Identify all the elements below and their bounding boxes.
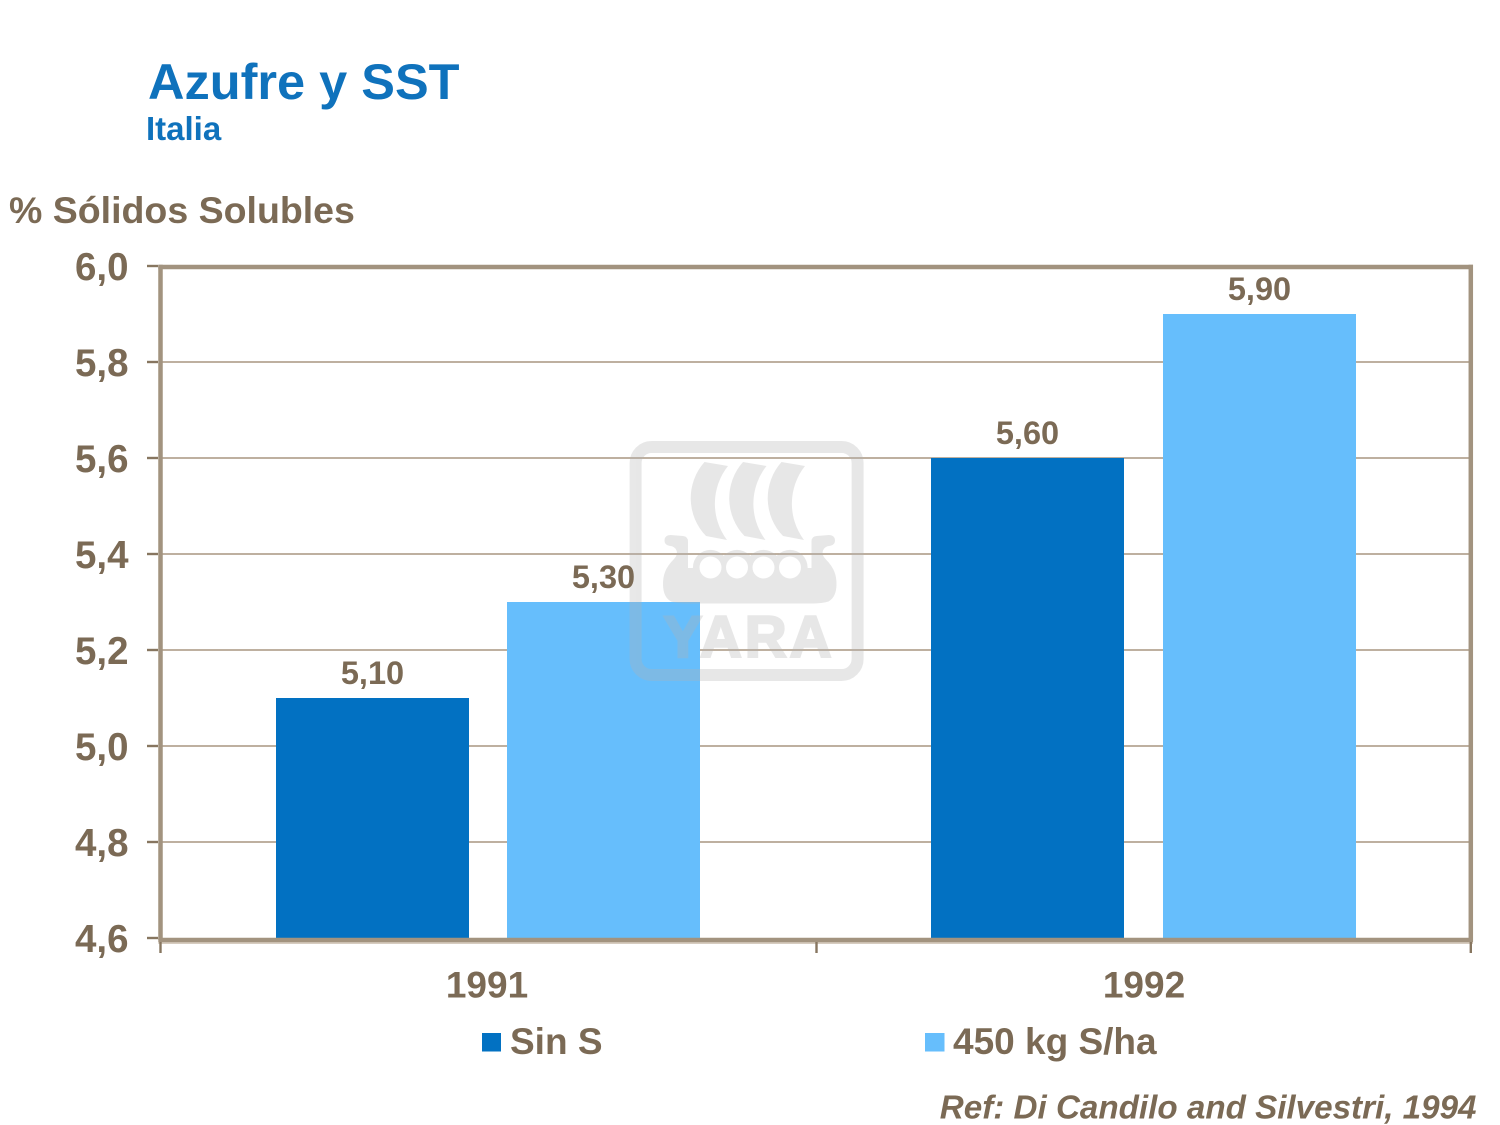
svg-text:Azufre y SST: Azufre y SST — [148, 53, 460, 110]
svg-text:5,60: 5,60 — [996, 415, 1059, 451]
svg-text:5,8: 5,8 — [75, 342, 129, 385]
svg-text:6,0: 6,0 — [75, 246, 129, 289]
svg-text:Sin S: Sin S — [510, 1021, 603, 1062]
svg-text:5,6: 5,6 — [75, 438, 129, 481]
svg-text:% Sólidos Solubles: % Sólidos Solubles — [9, 189, 355, 231]
svg-text:4,6: 4,6 — [75, 918, 129, 961]
svg-text:Italia: Italia — [146, 110, 222, 147]
svg-text:5,0: 5,0 — [75, 726, 129, 769]
svg-text:450 kg S/ha: 450 kg S/ha — [953, 1021, 1157, 1062]
svg-text:5,10: 5,10 — [341, 655, 404, 691]
svg-text:4,8: 4,8 — [75, 822, 129, 865]
svg-text:5,90: 5,90 — [1228, 271, 1291, 307]
svg-text:1992: 1992 — [1103, 965, 1185, 1006]
svg-text:Ref: Di Candilo and Silvestri,: Ref: Di Candilo and Silvestri, 1994 — [940, 1090, 1477, 1125]
svg-text:5,4: 5,4 — [75, 534, 129, 577]
svg-text:YARA: YARA — [663, 605, 834, 670]
svg-text:1991: 1991 — [446, 965, 528, 1006]
svg-text:5,30: 5,30 — [572, 559, 635, 595]
svg-text:5,2: 5,2 — [75, 630, 129, 673]
